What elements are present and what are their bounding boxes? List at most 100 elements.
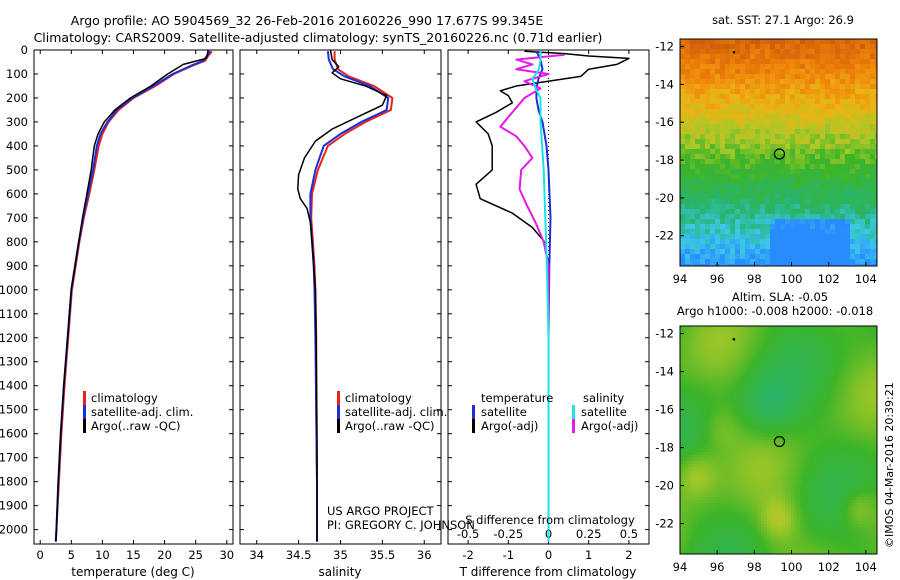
- map-cell: [728, 383, 732, 387]
- figure-title-line-1: Argo profile: AO 5904569_32 26-Feb-2016 …: [71, 13, 544, 28]
- map-cell: [803, 344, 807, 348]
- map-cell: [815, 335, 819, 339]
- map-cell: [692, 404, 696, 408]
- map-cell: [740, 353, 744, 357]
- map-cell: [845, 353, 849, 357]
- x-tick-label: 2: [625, 548, 632, 562]
- map-cell: [860, 114, 866, 120]
- map-cell: [840, 44, 846, 50]
- map-cell: [707, 359, 711, 363]
- map-cell: [848, 419, 852, 423]
- map-cell: [866, 446, 870, 450]
- x-tick-label: -2: [462, 548, 473, 562]
- map-cell: [806, 329, 810, 333]
- map-cell: [865, 109, 871, 115]
- map-cell: [794, 341, 798, 345]
- map-cell: [797, 350, 801, 354]
- map-cell: [810, 114, 816, 120]
- map-cell: [773, 329, 777, 333]
- map-cell: [803, 407, 807, 411]
- map-cell: [812, 332, 816, 336]
- map-cell: [690, 219, 696, 225]
- map-cell: [710, 259, 716, 265]
- map-cell: [845, 428, 849, 432]
- map-cell: [850, 139, 856, 145]
- map-cell: [764, 413, 768, 417]
- map-cell: [715, 134, 721, 140]
- map-cell: [827, 347, 831, 351]
- map-cell: [795, 119, 801, 125]
- map-cell: [857, 350, 861, 354]
- map-cell: [785, 139, 791, 145]
- map-cell: [720, 154, 726, 160]
- map-cell: [869, 356, 873, 360]
- map-cell: [875, 377, 877, 381]
- map-cell: [710, 194, 716, 200]
- map-cell: [866, 407, 870, 411]
- map-cell: [740, 401, 744, 405]
- map-cell: [851, 344, 855, 348]
- map-cell: [728, 374, 732, 378]
- map-cell: [745, 59, 751, 65]
- map-cell: [710, 184, 716, 190]
- map-cell: [848, 338, 852, 342]
- map-cell: [720, 179, 726, 185]
- map-cell: [779, 386, 783, 390]
- map-cell: [752, 443, 756, 447]
- map-cell: [863, 338, 867, 342]
- legend-climatology-label: climatology: [345, 391, 412, 405]
- map-cell: [780, 174, 786, 180]
- map-cell: [870, 49, 876, 55]
- map-cell: [800, 244, 806, 250]
- map-cell: [779, 389, 783, 393]
- map-cell: [761, 428, 765, 432]
- map-cell: [782, 377, 786, 381]
- map-cell: [761, 386, 765, 390]
- map-cell: [779, 347, 783, 351]
- map-cell: [719, 449, 723, 453]
- map-cell: [835, 229, 841, 235]
- map-cell: [760, 104, 766, 110]
- map-cell: [715, 194, 721, 200]
- map-cell: [750, 89, 756, 95]
- map-cell: [695, 44, 701, 50]
- map-cell: [860, 374, 864, 378]
- map-cell: [728, 377, 732, 381]
- map-cell: [737, 392, 741, 396]
- map-cell: [830, 335, 834, 339]
- map-cell: [755, 335, 759, 339]
- map-cell: [827, 431, 831, 435]
- map-cell: [791, 416, 795, 420]
- map-cell: [863, 443, 867, 447]
- map-cell: [803, 413, 807, 417]
- map-cell: [840, 79, 846, 85]
- map-cell: [701, 428, 705, 432]
- map-cell: [713, 371, 717, 375]
- map-cell: [767, 371, 771, 375]
- map-cell: [827, 338, 831, 342]
- map-cell: [722, 341, 726, 345]
- map-cell: [812, 359, 816, 363]
- map-cell: [795, 184, 801, 190]
- map-cell: [785, 344, 789, 348]
- map-cell: [776, 395, 780, 399]
- map-cell: [746, 452, 750, 456]
- map-cell: [806, 398, 810, 402]
- map-cell: [818, 398, 822, 402]
- map-cell: [740, 94, 746, 100]
- map-cell: [692, 419, 696, 423]
- map-cell: [865, 249, 871, 255]
- map-cell: [715, 59, 721, 65]
- map-cell: [782, 335, 786, 339]
- map-cell: [869, 389, 873, 393]
- map-cell: [755, 437, 759, 441]
- map-cell: [860, 264, 866, 266]
- map-cell: [680, 410, 684, 414]
- map-cell: [719, 401, 723, 405]
- map-cell: [690, 124, 696, 130]
- map-cell: [875, 386, 877, 390]
- map-cell: [719, 440, 723, 444]
- map-cell: [734, 443, 738, 447]
- map-cell: [857, 434, 861, 438]
- map-cell: [698, 344, 702, 348]
